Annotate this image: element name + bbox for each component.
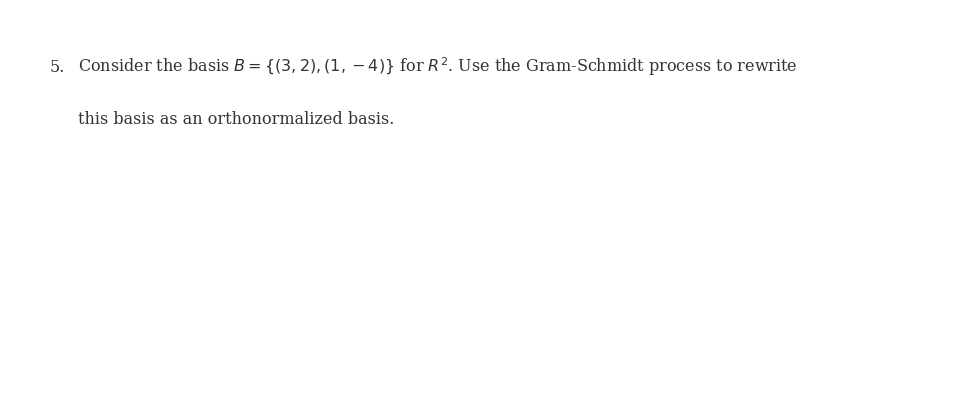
Text: Consider the basis $B = \{(3,2),(1,-4)\}$ for $R^2$. Use the Gram-Schmidt proces: Consider the basis $B = \{(3,2),(1,-4)\}… xyxy=(78,56,797,78)
Text: 5.: 5. xyxy=(50,59,65,76)
Text: this basis as an orthonormalized basis.: this basis as an orthonormalized basis. xyxy=(78,111,394,128)
